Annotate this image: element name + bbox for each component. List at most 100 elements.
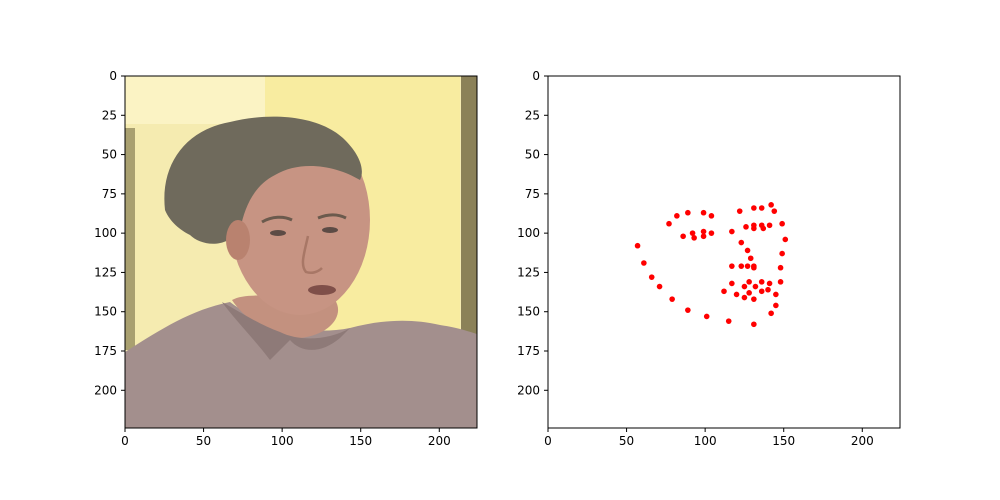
image-x-tick-label: 200 [428, 434, 451, 448]
landmark-point [758, 279, 765, 285]
landmark-point [729, 263, 735, 269]
landmark-point [746, 290, 752, 296]
landmark-point [760, 225, 767, 232]
image-axes-frame [124, 75, 478, 429]
image-x-tick-label: 150 [349, 434, 372, 448]
landmark-point [741, 283, 748, 290]
landmark-y-tick-label: 50 [525, 148, 540, 162]
landmark-axes-frame [547, 75, 901, 429]
landmark-point [777, 264, 784, 271]
landmark-point [656, 283, 663, 290]
image-y-tick-label: 125 [94, 265, 117, 279]
landmark-point [725, 318, 732, 324]
landmark-point [773, 302, 779, 309]
photo-hair [164, 116, 362, 244]
photo-eye-left [270, 230, 286, 236]
landmark-point [666, 220, 672, 227]
landmark-panel: 0 50 100 150 200 0 25 50 75 100 125 150 175 200 [517, 69, 901, 448]
landmark-point [736, 208, 743, 214]
image-y-tick-label: 100 [94, 226, 117, 240]
photo-nose [301, 235, 323, 275]
landmark-point [758, 288, 765, 295]
landmark-point [771, 208, 778, 214]
landmark-y-tick-label: 25 [525, 108, 540, 122]
landmark-point [674, 213, 680, 219]
landmark-point [746, 279, 752, 285]
landmark-y-tick-label: 0 [532, 69, 540, 83]
image-x-tick-label: 100 [271, 434, 294, 448]
landmark-point [768, 310, 774, 317]
face-photo [125, 76, 477, 428]
photo-ear [226, 220, 250, 260]
landmark-point [747, 255, 754, 262]
landmark-y-tick-label: 125 [517, 265, 540, 279]
landmark-axis-ticks: 0 50 100 150 200 0 25 50 75 100 125 150 175 200 [517, 69, 874, 448]
landmark-y-tick-label: 200 [517, 383, 540, 397]
photo-door-frame-left [125, 128, 135, 350]
landmark-point [751, 205, 757, 211]
landmark-point [729, 280, 735, 287]
landmark-x-tick-label: 50 [619, 434, 634, 448]
landmark-point [700, 209, 707, 216]
image-axis-ticks: 0 50 100 150 200 0 25 50 75 100 125 150 175 200 [94, 69, 451, 448]
landmark-point [744, 247, 751, 254]
landmark-y-tick-label: 175 [517, 344, 540, 358]
landmark-point [751, 225, 757, 232]
landmark-point [752, 283, 759, 290]
landmark-x-tick-label: 0 [544, 434, 552, 448]
landmark-point [773, 291, 779, 298]
landmark-point [751, 264, 757, 271]
landmark-point [743, 224, 749, 230]
landmark-point [782, 236, 789, 243]
landmark-point [779, 220, 785, 227]
landmark-points [634, 202, 789, 328]
landmark-point [689, 230, 696, 236]
landmark-point [691, 235, 697, 241]
image-y-tick-label: 200 [94, 383, 117, 397]
image-y-tick-label: 25 [102, 108, 117, 122]
landmark-point [700, 228, 707, 235]
landmark-y-tick-label: 75 [525, 187, 540, 201]
landmark-point [708, 213, 715, 219]
image-x-tick-label: 50 [196, 434, 211, 448]
image-y-tick-label: 150 [94, 305, 117, 319]
landmark-point [685, 209, 691, 216]
landmark-point [777, 279, 784, 285]
landmark-x-tick-label: 200 [851, 434, 874, 448]
landmark-x-tick-label: 100 [694, 434, 717, 448]
landmark-point [766, 280, 773, 287]
landmark-point [741, 294, 748, 301]
landmark-point [744, 263, 751, 269]
landmark-point [766, 222, 773, 229]
image-y-tick-label: 175 [94, 344, 117, 358]
photo-eyebrow-right [317, 213, 347, 220]
landmark-point [733, 291, 740, 298]
landmark-point [703, 313, 710, 320]
landmark-point [700, 233, 707, 240]
photo-mouth [308, 285, 336, 295]
photo-eye-right [322, 227, 338, 233]
photo-shirt [125, 302, 477, 428]
photo-door-frame-right [461, 76, 477, 336]
landmark-point [721, 288, 727, 295]
landmark-point [669, 296, 675, 302]
landmark-point [758, 205, 765, 211]
landmark-point [708, 230, 715, 236]
photo-eyebrow-left [261, 215, 293, 224]
landmark-point [768, 202, 774, 208]
landmark-axes-background [548, 76, 900, 428]
photo-collar [222, 302, 350, 360]
landmark-point [634, 242, 641, 249]
image-y-tick-label: 50 [102, 148, 117, 162]
landmark-point [738, 239, 745, 246]
landmark-y-tick-label: 150 [517, 305, 540, 319]
landmark-point [685, 307, 691, 313]
landmark-point [765, 286, 771, 293]
landmark-point [729, 228, 735, 235]
image-y-tick-label: 0 [109, 69, 117, 83]
landmark-point [738, 263, 745, 269]
landmark-y-tick-label: 100 [517, 226, 540, 240]
landmark-point [680, 233, 686, 240]
landmark-x-tick-label: 150 [772, 434, 795, 448]
